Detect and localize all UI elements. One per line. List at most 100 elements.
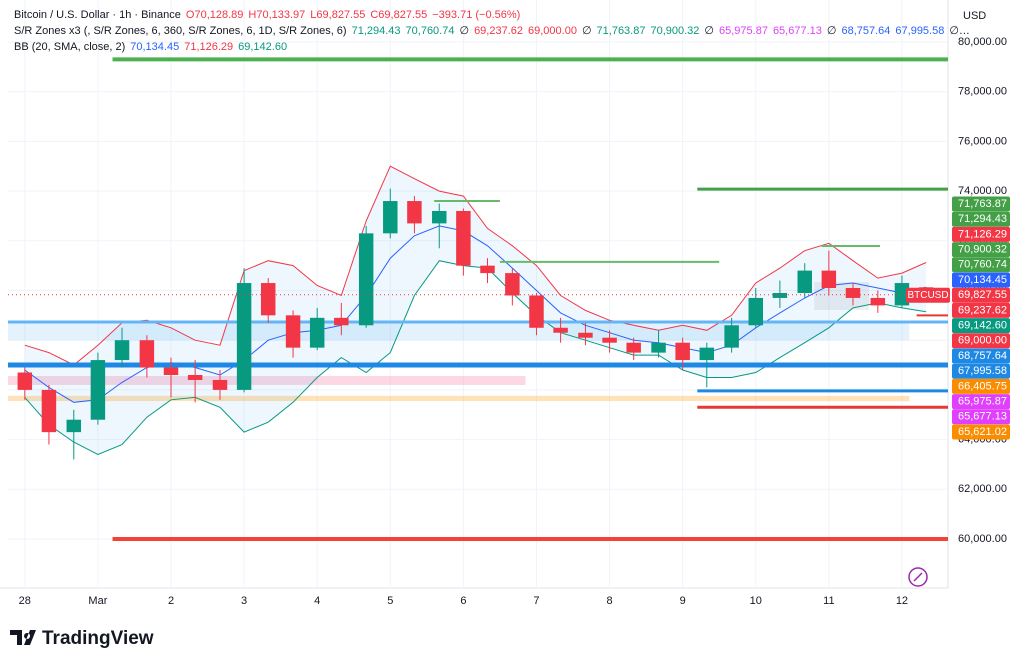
candle-body bbox=[894, 283, 910, 306]
indicator-value: 68,757.64 bbox=[841, 25, 891, 37]
indicator-value: ∅ bbox=[826, 25, 837, 37]
indicator-value: ∅… bbox=[949, 25, 970, 37]
price-tag bbox=[952, 272, 1010, 288]
logo-mark bbox=[10, 630, 36, 645]
indicator-value: ∅ bbox=[704, 25, 714, 37]
candle-body bbox=[334, 317, 349, 326]
x-tick-label: 5 bbox=[387, 595, 393, 607]
y-tick-label: 60,000.00 bbox=[958, 533, 1007, 545]
x-tick-label: 3 bbox=[241, 595, 247, 607]
price-tag-label: 69,237.62 bbox=[958, 304, 1007, 316]
symbol-tag-label: BTCUSD bbox=[907, 290, 948, 301]
candle-body bbox=[236, 283, 252, 390]
indicator-value: ∅ bbox=[459, 25, 470, 37]
legend-line: S/R Zones x3 (, S/R Zones, 6, 360, S/R Z… bbox=[14, 23, 970, 39]
price-tag-label: 66,405.75 bbox=[958, 380, 1007, 392]
price-tag bbox=[952, 424, 1010, 440]
logo bbox=[10, 630, 36, 645]
symbol-tag bbox=[906, 287, 950, 303]
indicator-value: 71,294.43 bbox=[351, 25, 401, 37]
price-tag-label: 71,763.87 bbox=[958, 198, 1007, 210]
price-tag-label: 69,827.55 bbox=[958, 289, 1007, 301]
price-tag-label: 71,294.43 bbox=[958, 213, 1007, 225]
x-tick-label: 12 bbox=[896, 595, 908, 607]
x-tick-label: 9 bbox=[680, 595, 686, 607]
indicator-value: 69,142.60 bbox=[238, 41, 288, 53]
price-tag-label: 69,000.00 bbox=[958, 335, 1007, 347]
price-tag-label: 70,900.32 bbox=[958, 244, 1007, 256]
indicator-value: 70,760.74 bbox=[405, 25, 455, 37]
candle-body bbox=[163, 367, 179, 375]
price-tag-label: 71,126.29 bbox=[958, 228, 1007, 240]
indicator-value: 67,995.58 bbox=[895, 25, 945, 37]
price-tag bbox=[952, 257, 1010, 273]
candle-body bbox=[90, 360, 106, 420]
indicator-title: S/R Zones x3 (, S/R Zones, 6, 360, S/R Z… bbox=[14, 25, 347, 37]
price-tag-label: 70,134.45 bbox=[958, 274, 1007, 286]
candle-body bbox=[285, 315, 301, 348]
candle-body bbox=[845, 288, 861, 298]
candle-body bbox=[553, 327, 568, 333]
ohlc-value: −393.71 (−0.56%) bbox=[432, 9, 521, 21]
bb-lower bbox=[24, 260, 927, 456]
candle-body bbox=[724, 325, 739, 348]
x-tick-label: Mar bbox=[88, 595, 107, 607]
candle-body bbox=[212, 379, 228, 390]
candle-body bbox=[651, 342, 666, 353]
candle-body bbox=[456, 210, 471, 266]
x-tick-label: 10 bbox=[750, 595, 762, 607]
brand: TradingView bbox=[42, 628, 154, 649]
price-tag bbox=[952, 287, 1010, 303]
legend-header: Bitcoin / U.S. Dollar · 1h · Binance O70,… bbox=[14, 7, 970, 55]
price-tag bbox=[952, 333, 1010, 349]
candle-body bbox=[66, 419, 82, 433]
y-tick-label: 76,000.00 bbox=[958, 135, 1007, 147]
currency: USD bbox=[963, 10, 986, 22]
ohlc-value: L69,827.55 bbox=[310, 9, 366, 21]
x-tick-label: 6 bbox=[460, 595, 466, 607]
indicator-value: 65,677.13 bbox=[772, 25, 822, 37]
price-tag bbox=[952, 409, 1010, 425]
ohlc-value: O70,128.89 bbox=[185, 9, 244, 21]
price-tag bbox=[952, 378, 1010, 394]
price-tag bbox=[952, 302, 1010, 318]
y-tick-label: 80,000.00 bbox=[958, 36, 1007, 48]
candle-body bbox=[602, 337, 617, 343]
price-tag-label: 68,757.64 bbox=[958, 350, 1007, 362]
x-tick-label: 8 bbox=[607, 595, 613, 607]
candle-body bbox=[480, 265, 495, 274]
price-tag bbox=[952, 226, 1010, 242]
price-tag bbox=[952, 211, 1010, 227]
indicator-value: 65,975.87 bbox=[719, 25, 768, 37]
indicator-value: 70,134.45 bbox=[130, 41, 180, 53]
candle-body bbox=[17, 372, 33, 390]
y-tick-label: 78,000.00 bbox=[958, 86, 1007, 98]
price-tag bbox=[952, 348, 1010, 364]
indicator-value: 69,237.62 bbox=[474, 25, 523, 37]
candle-body bbox=[358, 233, 374, 326]
candle-body bbox=[797, 270, 812, 293]
indicator-value: ∅ bbox=[581, 25, 592, 37]
y-tick-label: 62,000.00 bbox=[958, 483, 1007, 495]
indicator-title: BB (20, SMA, close, 2) bbox=[14, 41, 126, 53]
candle-body bbox=[772, 292, 788, 298]
x-tick-label: 2 bbox=[168, 595, 174, 607]
candle-body bbox=[505, 273, 520, 296]
sr-zone bbox=[8, 375, 526, 385]
x-tick-label: 11 bbox=[823, 595, 834, 607]
candle-body bbox=[260, 283, 276, 316]
price-tag-label: 67,995.58 bbox=[958, 365, 1007, 377]
indicator-value: 71,763.87 bbox=[596, 25, 646, 37]
price-tag-label: 69,142.60 bbox=[958, 320, 1007, 332]
candle-body bbox=[748, 297, 763, 326]
candle-body bbox=[139, 340, 155, 368]
price-tag bbox=[952, 318, 1010, 334]
sr-zone bbox=[8, 395, 910, 402]
x-tick-label: 7 bbox=[533, 595, 539, 607]
candle-body bbox=[870, 297, 886, 306]
candle-body bbox=[529, 295, 544, 328]
ohlc-value: H70,133.97 bbox=[248, 9, 306, 21]
symbol-title: Bitcoin / U.S. Dollar · 1h · Binance bbox=[14, 9, 181, 21]
